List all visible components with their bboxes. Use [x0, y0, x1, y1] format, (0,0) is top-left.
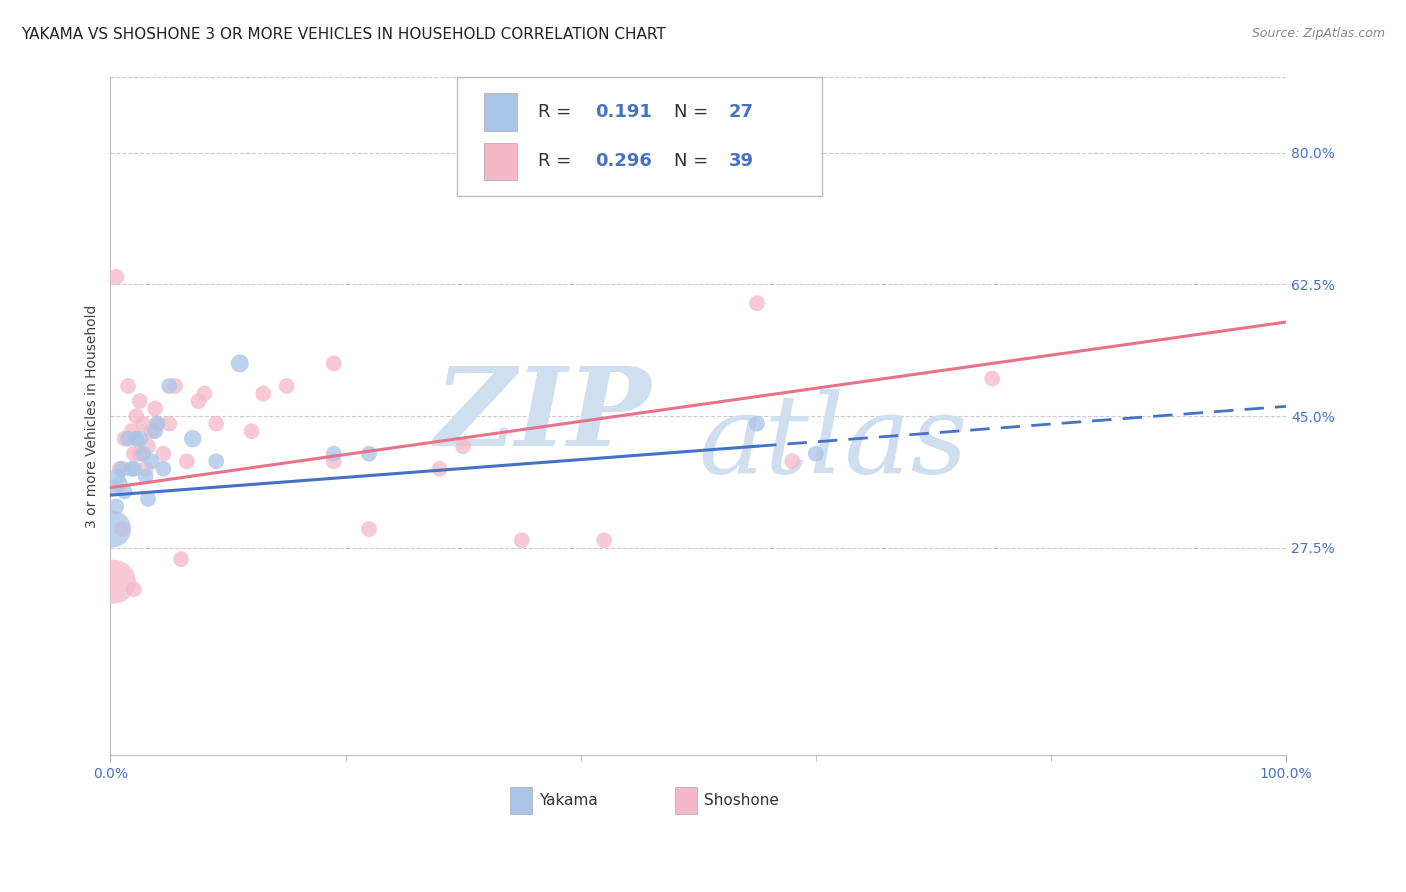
- Point: [187, 394, 209, 409]
- Point: [429, 462, 451, 476]
- Point: [593, 533, 616, 548]
- Point: [322, 356, 344, 370]
- Point: [105, 269, 128, 284]
- Text: Shoshone: Shoshone: [704, 793, 779, 807]
- Text: 27: 27: [728, 103, 754, 121]
- Point: [141, 454, 163, 468]
- Point: [146, 417, 169, 431]
- Point: [804, 447, 827, 461]
- Point: [108, 476, 131, 491]
- Point: [157, 417, 180, 431]
- Point: [114, 484, 136, 499]
- Point: [157, 379, 180, 393]
- Point: [510, 533, 533, 548]
- Point: [107, 469, 129, 483]
- Point: [193, 386, 215, 401]
- Point: [103, 481, 125, 495]
- Point: [205, 454, 228, 468]
- Point: [125, 409, 148, 424]
- Point: [143, 424, 166, 438]
- Text: R =: R =: [538, 103, 578, 121]
- Text: YAKAMA VS SHOSHONE 3 OR MORE VEHICLES IN HOUSEHOLD CORRELATION CHART: YAKAMA VS SHOSHONE 3 OR MORE VEHICLES IN…: [21, 27, 666, 42]
- Point: [105, 500, 128, 514]
- Point: [745, 417, 768, 431]
- Point: [132, 447, 155, 461]
- Point: [122, 447, 145, 461]
- Point: [252, 386, 274, 401]
- Point: [128, 447, 150, 461]
- Bar: [484, 143, 517, 180]
- Text: R =: R =: [538, 153, 578, 170]
- Point: [122, 462, 145, 476]
- Point: [981, 371, 1004, 385]
- Text: 0.296: 0.296: [595, 153, 651, 170]
- Point: [132, 417, 155, 431]
- Point: [117, 379, 139, 393]
- Text: 39: 39: [728, 153, 754, 170]
- Point: [114, 432, 136, 446]
- Point: [276, 379, 298, 393]
- Y-axis label: 3 or more Vehicles in Household: 3 or more Vehicles in Household: [86, 304, 100, 528]
- Text: ZIP: ZIP: [434, 362, 651, 470]
- Point: [122, 582, 145, 597]
- Point: [229, 356, 252, 370]
- Point: [322, 454, 344, 468]
- Point: [322, 447, 344, 461]
- Bar: [510, 787, 531, 814]
- Point: [117, 432, 139, 446]
- Point: [141, 424, 163, 438]
- Point: [136, 439, 159, 453]
- Point: [135, 462, 157, 476]
- Point: [745, 296, 768, 310]
- Point: [146, 417, 169, 431]
- Point: [121, 424, 143, 438]
- Point: [165, 379, 187, 393]
- Bar: [484, 94, 517, 131]
- Point: [357, 447, 380, 461]
- Point: [451, 439, 474, 453]
- Point: [101, 522, 124, 536]
- Point: [103, 574, 125, 589]
- Point: [108, 462, 131, 476]
- Text: 0.191: 0.191: [595, 103, 651, 121]
- FancyBboxPatch shape: [457, 78, 821, 196]
- Point: [143, 401, 166, 416]
- Point: [170, 552, 193, 566]
- Point: [121, 462, 143, 476]
- Point: [240, 424, 263, 438]
- Text: atlas: atlas: [699, 390, 967, 497]
- Text: N =: N =: [673, 153, 713, 170]
- Point: [128, 432, 150, 446]
- Point: [780, 454, 803, 468]
- Point: [128, 394, 150, 409]
- Point: [111, 522, 134, 536]
- Point: [152, 462, 174, 476]
- Point: [176, 454, 198, 468]
- Point: [152, 447, 174, 461]
- Point: [181, 432, 204, 446]
- Bar: [675, 787, 697, 814]
- Point: [111, 462, 134, 476]
- Point: [125, 432, 148, 446]
- Text: N =: N =: [673, 103, 713, 121]
- Point: [205, 417, 228, 431]
- Point: [136, 491, 159, 506]
- Point: [135, 469, 157, 483]
- Text: Yakama: Yakama: [540, 793, 599, 807]
- Point: [357, 522, 380, 536]
- Text: Source: ZipAtlas.com: Source: ZipAtlas.com: [1251, 27, 1385, 40]
